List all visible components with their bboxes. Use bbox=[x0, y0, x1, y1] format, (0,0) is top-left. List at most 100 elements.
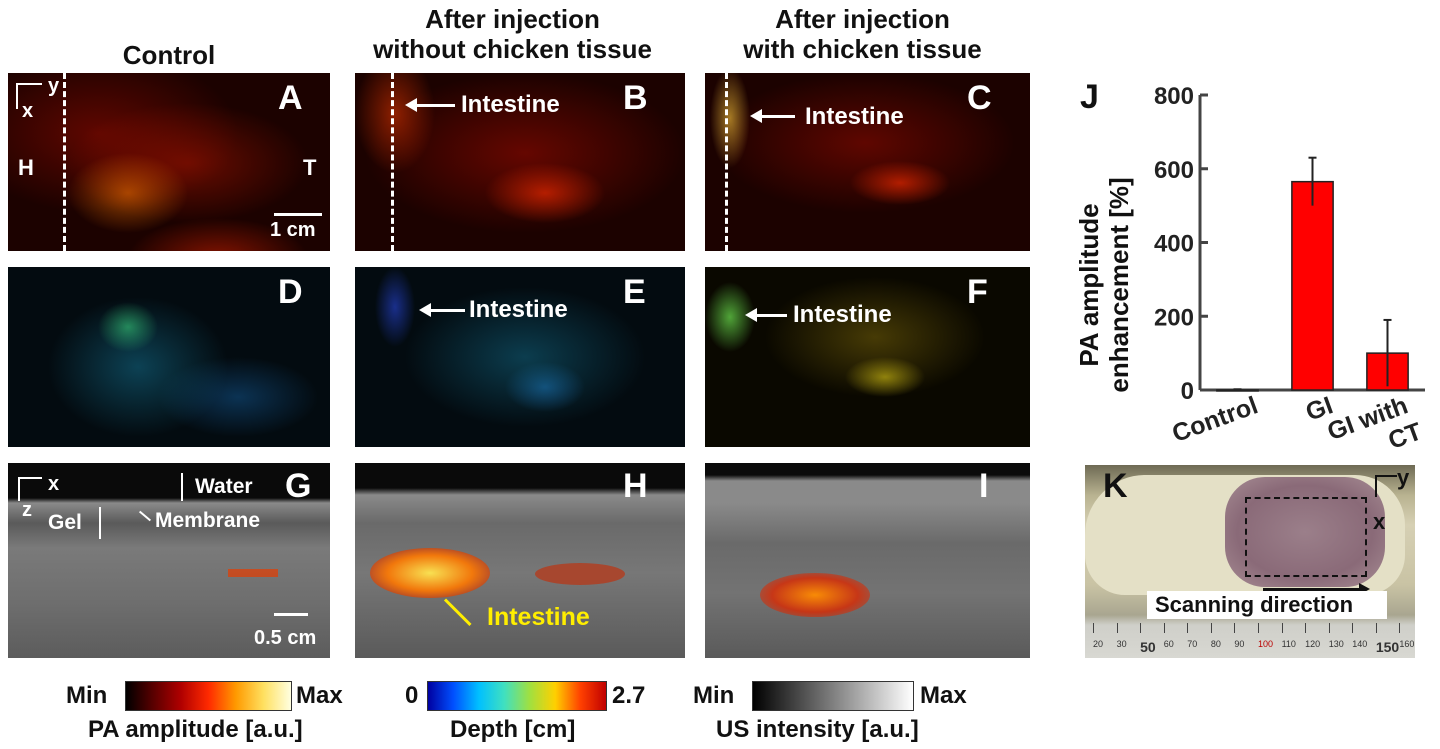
panel-label-e: E bbox=[623, 273, 646, 311]
scale-bar bbox=[274, 213, 322, 216]
membrane-label: Membrane bbox=[155, 509, 261, 532]
skin-region bbox=[1225, 477, 1385, 587]
membrane-arrow-icon bbox=[138, 510, 152, 522]
column-title-without-line1: After injection bbox=[425, 4, 600, 34]
axis-origin-icon bbox=[16, 83, 42, 109]
head-label: H bbox=[18, 155, 34, 180]
pa-colorbar-min: Min bbox=[66, 682, 108, 709]
panel-i-with-tissue-us: I bbox=[705, 463, 1030, 658]
ruler-mark: 70 bbox=[1187, 639, 1198, 649]
us-colorbar-max: Max bbox=[920, 682, 967, 709]
panel-label-j: J bbox=[1080, 78, 1099, 116]
scale-bar-label: 0.5 cm bbox=[254, 627, 317, 649]
scan-direction-arrow-icon bbox=[1263, 588, 1361, 591]
axis-y-label: y bbox=[1397, 465, 1410, 490]
y-tick-label: 200 bbox=[1154, 304, 1194, 331]
ruler-tick bbox=[1258, 623, 1259, 633]
scan-line bbox=[63, 73, 66, 251]
ruler-mark: 110 bbox=[1281, 639, 1296, 649]
axis-origin-icon bbox=[18, 477, 42, 501]
panel-k-photo: y x Scanning direction 20 30 50 60 70 80 90 100… bbox=[1085, 465, 1415, 658]
pa-overlay-intestine bbox=[760, 573, 870, 617]
panel-label-d: D bbox=[278, 273, 303, 311]
scanning-direction-box bbox=[1147, 591, 1387, 619]
ruler-tick bbox=[1234, 623, 1236, 633]
axis-y-label: y bbox=[48, 75, 60, 97]
ruler-tick bbox=[1399, 623, 1401, 633]
tail-label: T bbox=[303, 155, 317, 180]
panel-label-k: K bbox=[1103, 467, 1128, 505]
panel-g-control-us: x z Water Gel Membrane G 0.5 cm bbox=[8, 463, 330, 658]
y-tick-label: 600 bbox=[1154, 157, 1194, 184]
arrow-icon bbox=[405, 98, 417, 112]
water-arrow-icon bbox=[181, 473, 183, 501]
arrow-line bbox=[755, 314, 787, 317]
panel-label-c: C bbox=[967, 79, 992, 117]
y-axis-title-line1: PA amplitude bbox=[1074, 203, 1104, 366]
intestine-label: Intestine bbox=[793, 301, 892, 328]
column-title-with-line1: After injection bbox=[775, 4, 950, 34]
pa-overlay-spot bbox=[535, 563, 625, 585]
chart-j: J PA amplitude enhancement [%] 0 200 400 60… bbox=[1074, 78, 1426, 455]
pa-overlay-intestine bbox=[370, 548, 490, 598]
panel-label-g: G bbox=[285, 467, 312, 505]
panel-b-without-tissue-pa: Intestine B bbox=[355, 73, 685, 251]
ruler-tick bbox=[1116, 623, 1118, 633]
panel-e-without-tissue-depth: Intestine E bbox=[355, 267, 685, 447]
axis-z-label: z bbox=[22, 499, 32, 521]
arrow-line bbox=[760, 115, 795, 118]
pa-colorbar bbox=[125, 681, 292, 711]
y-tick-label: 800 bbox=[1154, 83, 1194, 110]
intestine-label: Intestine bbox=[469, 296, 568, 323]
panel-f-with-tissue-depth: Intestine F bbox=[705, 267, 1030, 447]
arrow-icon bbox=[419, 303, 431, 317]
depth-colorbar bbox=[427, 681, 607, 711]
pa-overlay-spot bbox=[228, 569, 278, 577]
ruler-mark: 160 bbox=[1399, 639, 1415, 649]
depth-colorbar-title: Depth [cm] bbox=[450, 716, 576, 743]
us-colorbar bbox=[752, 681, 914, 711]
panel-c-with-tissue-pa: Intestine C bbox=[705, 73, 1030, 251]
bar-1 bbox=[1291, 180, 1334, 391]
water-label: Water bbox=[195, 475, 253, 498]
arrow-icon bbox=[750, 109, 762, 123]
column-title-control: Control bbox=[122, 40, 216, 70]
arrow-icon bbox=[745, 308, 757, 322]
ruler-tick bbox=[1328, 623, 1330, 633]
us-colorbar-min: Min bbox=[693, 682, 735, 709]
us-colorbar-title: US intensity [a.u.] bbox=[716, 716, 919, 743]
ruler-tick bbox=[1281, 623, 1283, 633]
column-title-with-tissue: After injection with chicken tissue bbox=[690, 4, 1035, 64]
ruler-mark: 140 bbox=[1352, 639, 1368, 649]
ruler-tick bbox=[1187, 623, 1189, 633]
panel-label-i: I bbox=[979, 467, 989, 505]
ruler-tick bbox=[1375, 623, 1377, 633]
ruler-mark: 150 bbox=[1375, 639, 1400, 655]
panel-h-without-tissue-us: Intestine H bbox=[355, 463, 685, 658]
intestine-label: Intestine bbox=[487, 603, 590, 631]
ruler-mark: 80 bbox=[1210, 639, 1221, 649]
y-tick-label: 400 bbox=[1154, 231, 1194, 258]
panel-label-b: B bbox=[623, 79, 648, 117]
ruler-mark: 90 bbox=[1234, 639, 1245, 649]
ruler-mark: 130 bbox=[1328, 639, 1344, 649]
arrow-line bbox=[429, 309, 465, 312]
scan-line bbox=[725, 73, 728, 251]
intestine-label: Intestine bbox=[461, 91, 560, 118]
scan-direction-arrowhead-icon bbox=[1359, 583, 1370, 595]
panel-label-h: H bbox=[623, 467, 648, 505]
ruler-tick bbox=[1305, 623, 1307, 633]
gel-label: Gel bbox=[48, 511, 82, 534]
scale-bar bbox=[274, 613, 308, 616]
pa-colorbar-title: PA amplitude [a.u.] bbox=[88, 716, 303, 743]
y-tick-label: 0 bbox=[1181, 378, 1194, 405]
ruler-tick bbox=[1210, 623, 1212, 633]
ruler-mark: 30 bbox=[1116, 639, 1127, 649]
axis-x-label: x bbox=[48, 473, 60, 495]
depth-colorbar-max: 2.7 bbox=[612, 682, 646, 709]
arrow-line bbox=[415, 104, 455, 107]
scan-region-box bbox=[1245, 497, 1367, 577]
depth-colorbar-min: 0 bbox=[405, 682, 419, 709]
ruler-tick bbox=[1093, 623, 1094, 633]
ruler-mark: 120 bbox=[1305, 639, 1321, 649]
